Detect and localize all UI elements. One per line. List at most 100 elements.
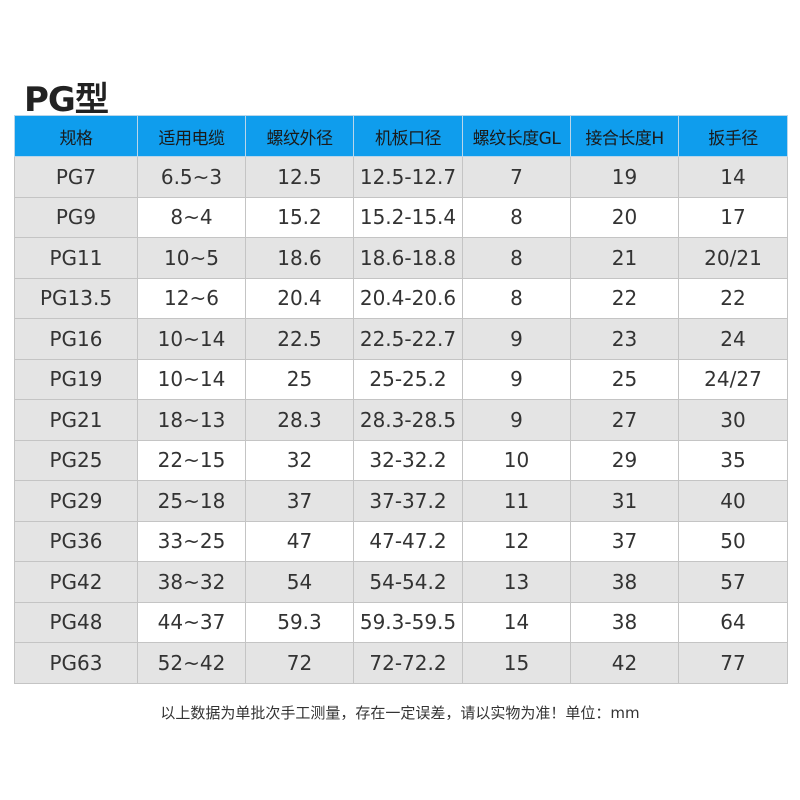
table-header-row: 规格 适用电缆 螺纹外径 机板口径 螺纹长度GL 接合长度H 扳手径 xyxy=(14,115,788,157)
table-cell: 10 xyxy=(462,439,571,481)
table-cell: 72-72.2 xyxy=(353,642,463,684)
table-cell: 18~13 xyxy=(137,399,246,441)
table-cell: 24 xyxy=(678,318,788,360)
table-cell: 38 xyxy=(570,601,679,643)
table-cell: 8~4 xyxy=(137,196,246,238)
table-cell: 47 xyxy=(245,520,354,562)
table-cell: 42 xyxy=(570,642,679,684)
table-cell: 6.5~3 xyxy=(137,156,246,198)
column-header: 螺纹长度GL xyxy=(462,115,571,157)
table-cell: 50 xyxy=(678,520,788,562)
table-cell: 15.2-15.4 xyxy=(353,196,463,238)
table-cell: 15.2 xyxy=(245,196,354,238)
table-cell: 18.6-18.8 xyxy=(353,237,463,279)
table-cell: 32-32.2 xyxy=(353,439,463,481)
table-cell: 19 xyxy=(570,156,679,198)
table-cell: PG13.5 xyxy=(14,277,138,319)
table-cell: 52~42 xyxy=(137,642,246,684)
table-cell: 33~25 xyxy=(137,520,246,562)
table-cell: 38 xyxy=(570,561,679,603)
table-cell: 54 xyxy=(245,561,354,603)
table-cell: 37-37.2 xyxy=(353,480,463,522)
column-header: 扳手径 xyxy=(678,115,788,157)
table-cell: 37 xyxy=(245,480,354,522)
table-cell: 22 xyxy=(678,277,788,319)
table-cell: 10~14 xyxy=(137,318,246,360)
table-cell: 38~32 xyxy=(137,561,246,603)
table-cell: 9 xyxy=(462,399,571,441)
table-cell: 28.3-28.5 xyxy=(353,399,463,441)
column-header: 接合长度H xyxy=(570,115,679,157)
table-cell: 47-47.2 xyxy=(353,520,463,562)
table-cell: 40 xyxy=(678,480,788,522)
table-cell: 7 xyxy=(462,156,571,198)
table-cell: 64 xyxy=(678,601,788,643)
table-cell: 14 xyxy=(678,156,788,198)
table-row: PG11 10~5 18.6 18.6-18.8 8 21 20/21 xyxy=(14,237,788,279)
table-cell: 30 xyxy=(678,399,788,441)
table-cell: 31 xyxy=(570,480,679,522)
table-cell: 21 xyxy=(570,237,679,279)
table-cell: 29 xyxy=(570,439,679,481)
table-cell: 23 xyxy=(570,318,679,360)
table-row: PG16 10~14 22.5 22.5-22.7 9 23 24 xyxy=(14,318,788,360)
table-cell: PG7 xyxy=(14,156,138,198)
table-row: PG48 44~37 59.3 59.3-59.5 14 38 64 xyxy=(14,601,788,643)
table-cell: PG36 xyxy=(14,520,138,562)
page-title: PG型 xyxy=(24,80,109,120)
table-cell: 59.3 xyxy=(245,601,354,643)
table-cell: PG25 xyxy=(14,439,138,481)
table-cell: PG63 xyxy=(14,642,138,684)
table-cell: 8 xyxy=(462,196,571,238)
table-cell: 9 xyxy=(462,358,571,400)
table-row: PG7 6.5~3 12.5 12.5-12.7 7 19 14 xyxy=(14,156,788,198)
table-cell: 15 xyxy=(462,642,571,684)
table-cell: 9 xyxy=(462,318,571,360)
spec-table: 规格 适用电缆 螺纹外径 机板口径 螺纹长度GL 接合长度H 扳手径 PG7 6.5~3 12.… xyxy=(14,115,788,684)
table-cell: 10~5 xyxy=(137,237,246,279)
table-cell: PG19 xyxy=(14,358,138,400)
table-cell: 37 xyxy=(570,520,679,562)
table-cell: 18.6 xyxy=(245,237,354,279)
table-cell: 20 xyxy=(570,196,679,238)
table-cell: 10~14 xyxy=(137,358,246,400)
table-cell: 12~6 xyxy=(137,277,246,319)
table-row: PG9 8~4 15.2 15.2-15.4 8 20 17 xyxy=(14,196,788,238)
table-cell: 77 xyxy=(678,642,788,684)
table-cell: 12.5-12.7 xyxy=(353,156,463,198)
table-cell: PG16 xyxy=(14,318,138,360)
table-cell: 59.3-59.5 xyxy=(353,601,463,643)
table-cell: 14 xyxy=(462,601,571,643)
table-cell: 22~15 xyxy=(137,439,246,481)
table-cell: 20.4-20.6 xyxy=(353,277,463,319)
table-cell: 20/21 xyxy=(678,237,788,279)
table-cell: PG42 xyxy=(14,561,138,603)
table-cell: 25-25.2 xyxy=(353,358,463,400)
table-row: PG29 25~18 37 37-37.2 11 31 40 xyxy=(14,480,788,522)
table-cell: 28.3 xyxy=(245,399,354,441)
table-cell: 72 xyxy=(245,642,354,684)
table-cell: 8 xyxy=(462,237,571,279)
column-header: 规格 xyxy=(14,115,138,157)
table-cell: PG48 xyxy=(14,601,138,643)
table-cell: 25 xyxy=(570,358,679,400)
table-cell: 20.4 xyxy=(245,277,354,319)
table-cell: PG9 xyxy=(14,196,138,238)
table-cell: 25 xyxy=(245,358,354,400)
table-cell: 8 xyxy=(462,277,571,319)
table-cell: 17 xyxy=(678,196,788,238)
table-cell: 35 xyxy=(678,439,788,481)
table-cell: 12.5 xyxy=(245,156,354,198)
table-cell: 57 xyxy=(678,561,788,603)
column-header: 机板口径 xyxy=(353,115,463,157)
table-cell: 44~37 xyxy=(137,601,246,643)
table-cell: 11 xyxy=(462,480,571,522)
table-cell: 22 xyxy=(570,277,679,319)
column-header: 适用电缆 xyxy=(137,115,246,157)
footnote: 以上数据为单批次手工测量，存在一定误差，请以实物为准！单位：mm xyxy=(160,704,640,722)
table-cell: PG21 xyxy=(14,399,138,441)
table-cell: 13 xyxy=(462,561,571,603)
table-cell: 54-54.2 xyxy=(353,561,463,603)
table-cell: 12 xyxy=(462,520,571,562)
table-cell: 22.5-22.7 xyxy=(353,318,463,360)
